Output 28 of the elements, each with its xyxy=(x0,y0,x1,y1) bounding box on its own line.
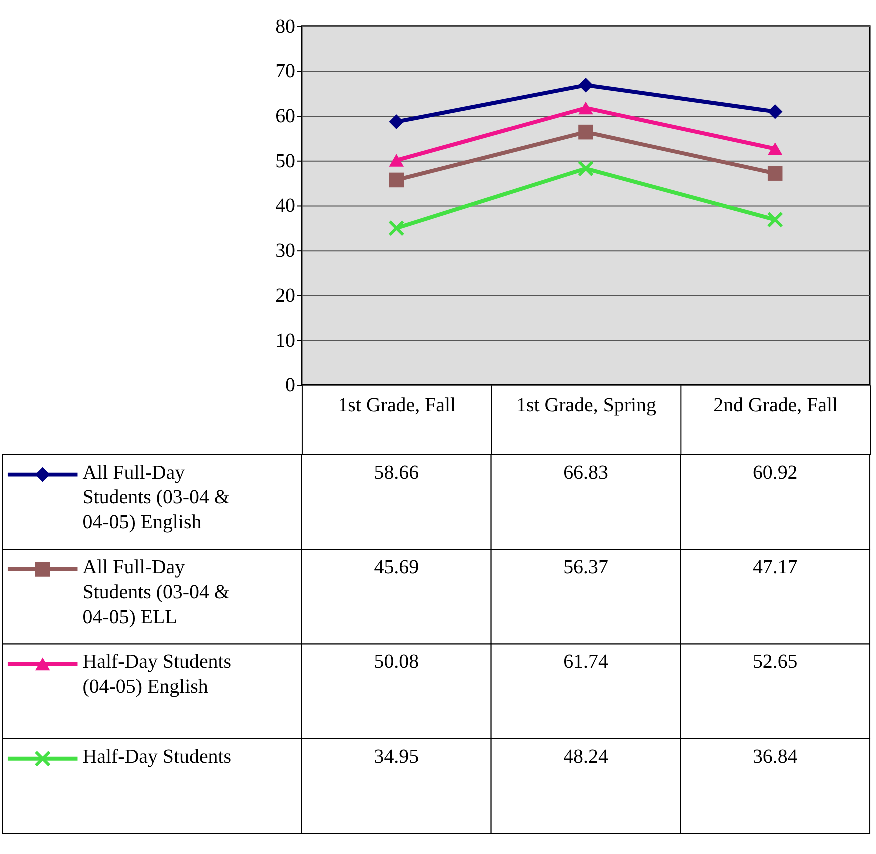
y-tick-label: 50 xyxy=(276,150,296,172)
data-label: 50.08 xyxy=(374,651,420,674)
data-label: 34.95 xyxy=(374,746,420,768)
legend-label: Half-Day Students (04-05) English xyxy=(82,651,232,698)
data-label: 60.92 xyxy=(752,462,798,484)
y-tick-label: 40 xyxy=(276,195,296,218)
legend-label: All Full-Day Students (03-04 & 04-05) ELL xyxy=(82,556,230,628)
y-tick-label: 60 xyxy=(276,106,296,128)
data-label: 56.37 xyxy=(564,556,608,578)
x-tick-label: 1st Grade, Fall xyxy=(338,394,457,417)
legend-label: All Full-Day Students (03-04 & 04-05) English xyxy=(82,462,230,534)
data-label: 52.65 xyxy=(752,651,798,674)
legend-label: Half-Day Students xyxy=(82,746,232,768)
data-label: 48.24 xyxy=(564,746,608,768)
data-label: 45.69 xyxy=(374,556,420,578)
y-tick-label: 0 xyxy=(286,374,296,397)
data-label: 47.17 xyxy=(752,556,798,578)
y-tick-label: 70 xyxy=(276,60,296,83)
y-tick-label: 20 xyxy=(276,284,296,307)
data-label: 58.66 xyxy=(374,462,420,484)
y-tick-label: 30 xyxy=(276,240,296,262)
data-label: 61.74 xyxy=(564,651,608,674)
data-label: 36.84 xyxy=(752,746,798,768)
y-tick-label: 10 xyxy=(276,330,296,352)
x-tick-label: 2nd Grade, Fall xyxy=(714,394,839,417)
x-tick-label: 1st Grade, Spring xyxy=(516,394,657,417)
data-label: 66.83 xyxy=(564,462,608,484)
y-tick-label: 80 xyxy=(276,16,296,38)
